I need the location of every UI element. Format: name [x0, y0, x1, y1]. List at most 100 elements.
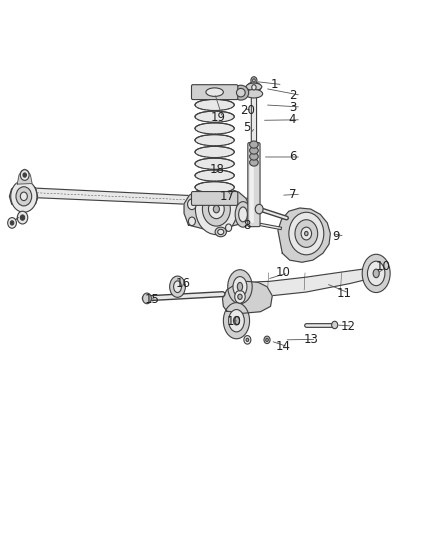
- Polygon shape: [29, 188, 251, 207]
- Text: 14: 14: [276, 340, 291, 353]
- Circle shape: [235, 290, 245, 303]
- Circle shape: [332, 321, 338, 329]
- Circle shape: [16, 187, 32, 206]
- Polygon shape: [184, 187, 250, 229]
- Circle shape: [264, 336, 270, 344]
- Ellipse shape: [195, 135, 234, 146]
- Text: 7: 7: [289, 188, 297, 201]
- Ellipse shape: [233, 85, 249, 100]
- Circle shape: [244, 336, 251, 344]
- Ellipse shape: [235, 201, 251, 227]
- Ellipse shape: [195, 123, 234, 134]
- Circle shape: [143, 293, 151, 304]
- Text: 4: 4: [289, 114, 297, 126]
- Circle shape: [255, 204, 263, 214]
- Ellipse shape: [215, 227, 226, 237]
- Circle shape: [295, 220, 318, 247]
- Circle shape: [304, 231, 308, 236]
- Text: 19: 19: [210, 111, 225, 124]
- Text: 10: 10: [227, 316, 242, 328]
- Circle shape: [11, 180, 37, 212]
- Ellipse shape: [170, 276, 185, 297]
- Circle shape: [266, 338, 268, 342]
- Ellipse shape: [228, 270, 252, 304]
- Circle shape: [188, 217, 195, 225]
- Ellipse shape: [247, 82, 261, 93]
- Ellipse shape: [195, 182, 234, 193]
- Ellipse shape: [250, 153, 258, 160]
- FancyBboxPatch shape: [191, 191, 238, 205]
- Text: 1: 1: [271, 78, 278, 91]
- Ellipse shape: [250, 159, 258, 166]
- Text: 17: 17: [220, 190, 235, 203]
- Text: 13: 13: [304, 333, 319, 346]
- Ellipse shape: [195, 158, 234, 169]
- Ellipse shape: [195, 111, 234, 122]
- Polygon shape: [17, 169, 32, 184]
- Circle shape: [289, 212, 324, 255]
- Circle shape: [238, 294, 242, 300]
- Ellipse shape: [195, 147, 234, 158]
- Text: 5: 5: [243, 120, 251, 134]
- Ellipse shape: [237, 88, 245, 97]
- Ellipse shape: [195, 99, 234, 110]
- Text: 8: 8: [243, 219, 251, 231]
- FancyBboxPatch shape: [191, 85, 238, 100]
- Text: 20: 20: [240, 104, 255, 117]
- Circle shape: [252, 85, 256, 90]
- Text: 15: 15: [145, 293, 160, 306]
- Circle shape: [195, 183, 237, 235]
- Text: 10: 10: [375, 260, 390, 273]
- Ellipse shape: [367, 261, 385, 286]
- Ellipse shape: [239, 207, 247, 222]
- Ellipse shape: [250, 147, 258, 154]
- Text: 18: 18: [209, 163, 224, 176]
- Polygon shape: [223, 281, 272, 313]
- Circle shape: [246, 338, 249, 342]
- Polygon shape: [278, 208, 330, 262]
- Ellipse shape: [233, 317, 240, 325]
- Circle shape: [251, 77, 257, 84]
- Circle shape: [20, 169, 29, 180]
- Circle shape: [202, 192, 230, 226]
- Circle shape: [8, 217, 16, 228]
- Ellipse shape: [229, 310, 244, 332]
- Polygon shape: [10, 183, 38, 208]
- Circle shape: [242, 209, 249, 217]
- Ellipse shape: [218, 229, 224, 235]
- Ellipse shape: [173, 281, 181, 293]
- Circle shape: [301, 227, 311, 240]
- Circle shape: [23, 173, 26, 177]
- Ellipse shape: [250, 141, 258, 148]
- Circle shape: [226, 224, 232, 231]
- Circle shape: [187, 199, 196, 209]
- Circle shape: [11, 221, 14, 225]
- Polygon shape: [230, 268, 377, 296]
- Circle shape: [17, 211, 28, 224]
- Circle shape: [208, 199, 224, 219]
- Text: 3: 3: [289, 101, 296, 114]
- Ellipse shape: [245, 90, 263, 98]
- Ellipse shape: [362, 254, 390, 293]
- Text: 16: 16: [175, 277, 191, 290]
- FancyBboxPatch shape: [250, 147, 254, 223]
- Circle shape: [20, 215, 25, 220]
- Text: 12: 12: [340, 320, 355, 333]
- Ellipse shape: [237, 282, 243, 291]
- Text: 2: 2: [289, 89, 297, 102]
- FancyBboxPatch shape: [248, 143, 260, 227]
- Ellipse shape: [195, 170, 234, 181]
- Text: 9: 9: [332, 230, 340, 243]
- FancyBboxPatch shape: [251, 88, 257, 145]
- Text: 11: 11: [337, 287, 352, 300]
- Text: 10: 10: [276, 266, 291, 279]
- Ellipse shape: [223, 303, 250, 339]
- Circle shape: [213, 205, 219, 213]
- Circle shape: [20, 192, 27, 200]
- Circle shape: [253, 79, 255, 82]
- Ellipse shape: [233, 277, 247, 297]
- Text: 6: 6: [289, 150, 297, 164]
- Ellipse shape: [373, 269, 379, 278]
- Ellipse shape: [206, 88, 223, 96]
- Ellipse shape: [246, 83, 262, 91]
